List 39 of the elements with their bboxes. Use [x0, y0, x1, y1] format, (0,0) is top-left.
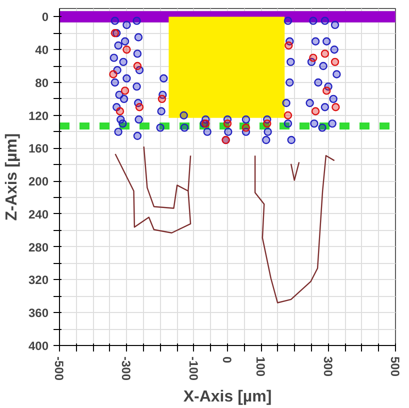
point	[133, 62, 142, 70]
y-axis-title: Z-Axis [µm]	[3, 133, 20, 221]
point	[120, 86, 130, 95]
point	[284, 41, 293, 50]
point	[309, 54, 318, 62]
y-tick-label: 320	[28, 273, 49, 288]
x-tick-label: -100	[186, 356, 200, 381]
y-tick-label: 240	[28, 207, 49, 222]
y-tick-label: 200	[28, 174, 49, 189]
line-series	[254, 155, 335, 304]
point	[322, 86, 331, 95]
y-tick-label: 40	[35, 43, 49, 58]
x-tick-label: 500	[388, 356, 402, 377]
y-tick-label: 120	[28, 108, 49, 123]
point	[116, 107, 124, 116]
point	[263, 119, 272, 128]
point	[332, 103, 340, 112]
point	[284, 111, 292, 120]
point	[311, 107, 320, 116]
point	[223, 119, 232, 128]
y-tick-label: 360	[28, 306, 49, 320]
point	[320, 50, 330, 58]
point	[109, 70, 118, 78]
x-tick-label: 100	[254, 356, 268, 377]
point	[158, 94, 166, 104]
y-tick-label: 280	[28, 240, 49, 254]
x-tick-label: 0	[220, 356, 234, 364]
y-tick-label: 160	[28, 142, 49, 156]
x-tick-label: 300	[320, 356, 335, 377]
point	[242, 124, 250, 132]
y-tick-label: 80	[35, 76, 49, 90]
x-axis-title: X-Axis [µm]	[183, 388, 272, 406]
point	[330, 58, 340, 66]
point	[122, 46, 131, 54]
x-tick-label: -300	[119, 356, 134, 381]
point	[135, 103, 144, 112]
x-tick-label: -500	[52, 356, 66, 381]
y-tick-label: 400	[28, 339, 49, 353]
y-tick-label: 0	[42, 10, 49, 24]
